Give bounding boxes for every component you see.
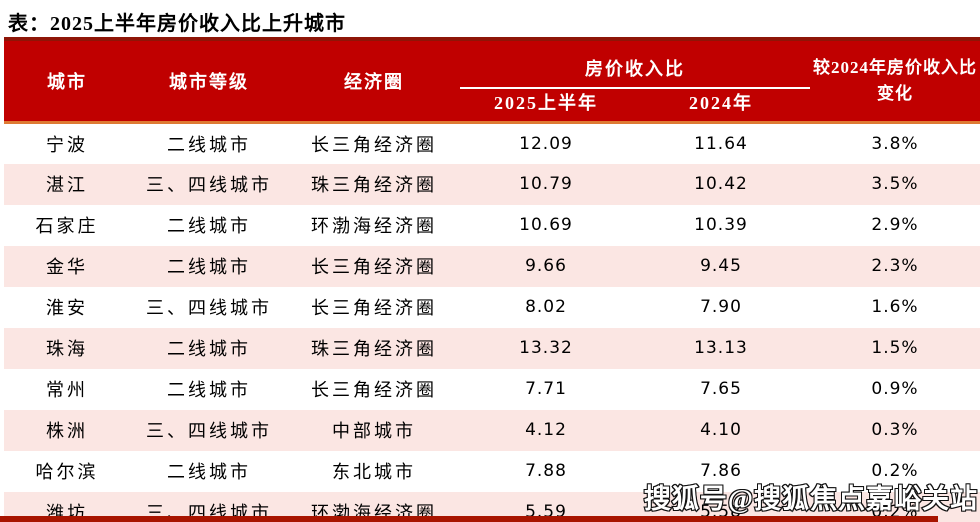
col-header-change: 较2024年房价收入比变化 bbox=[810, 39, 980, 123]
cell-city: 金华 bbox=[4, 245, 130, 287]
cell-city: 淮安 bbox=[4, 286, 130, 328]
cell-ratio-2025h1: 13.32 bbox=[460, 327, 632, 369]
table-row: 湛江 三、四线城市 珠三角经济圈 10.79 10.42 3.5% bbox=[4, 163, 980, 205]
cell-change: 0.2% bbox=[810, 450, 980, 492]
cell-tier: 三、四线城市 bbox=[130, 409, 288, 451]
cell-region: 珠三角经济圈 bbox=[288, 163, 460, 205]
table-body: 宁波 二线城市 长三角经济圈 12.09 11.64 3.8% 湛江 三、四线城… bbox=[4, 122, 980, 522]
cell-city: 珠海 bbox=[4, 327, 130, 369]
cell-city: 哈尔滨 bbox=[4, 450, 130, 492]
cell-city: 湛江 bbox=[4, 163, 130, 205]
cell-ratio-2024: 7.90 bbox=[632, 286, 810, 328]
cell-change: 0.9% bbox=[810, 368, 980, 410]
cell-region: 珠三角经济圈 bbox=[288, 327, 460, 369]
cell-tier: 三、四线城市 bbox=[130, 286, 288, 328]
col-header-2025h1: 2025上半年 bbox=[460, 88, 632, 123]
col-header-region: 经济圈 bbox=[288, 39, 460, 123]
col-header-city: 城市 bbox=[4, 39, 130, 123]
cell-ratio-2025h1: 10.79 bbox=[460, 163, 632, 205]
table-row: 常州 二线城市 长三角经济圈 7.71 7.65 0.9% bbox=[4, 368, 980, 410]
col-header-2024: 2024年 bbox=[632, 88, 810, 123]
cell-tier: 三、四线城市 bbox=[130, 163, 288, 205]
cell-region: 东北城市 bbox=[288, 450, 460, 492]
cell-ratio-2024: 9.45 bbox=[632, 245, 810, 287]
table-title: 表：2025上半年房价收入比上升城市 bbox=[8, 13, 346, 35]
bottom-divider-bar bbox=[0, 516, 938, 522]
cell-ratio-2025h1: 8.02 bbox=[460, 286, 632, 328]
cell-ratio-2024: 7.86 bbox=[632, 450, 810, 492]
cell-region: 环渤海经济圈 bbox=[288, 204, 460, 246]
cell-tier: 二线城市 bbox=[130, 450, 288, 492]
cell-region: 长三角经济圈 bbox=[288, 368, 460, 410]
cell-region: 长三角经济圈 bbox=[288, 245, 460, 287]
cell-ratio-2024: 4.10 bbox=[632, 409, 810, 451]
cell-ratio-2025h1: 7.88 bbox=[460, 450, 632, 492]
cell-ratio-2024: 10.39 bbox=[632, 204, 810, 246]
housing-price-income-table: 城市 城市等级 经济圈 房价收入比 较2024年房价收入比变化 2025上半年 … bbox=[4, 37, 980, 522]
cell-ratio-2025h1: 10.69 bbox=[460, 204, 632, 246]
table-row: 石家庄 二线城市 环渤海经济圈 10.69 10.39 2.9% bbox=[4, 204, 980, 246]
table-row: 株洲 三、四线城市 中部城市 4.12 4.10 0.3% bbox=[4, 409, 980, 451]
cell-ratio-2024: 7.65 bbox=[632, 368, 810, 410]
cell-change: 2.3% bbox=[810, 245, 980, 287]
cell-ratio-2025h1: 12.09 bbox=[460, 122, 632, 164]
cell-ratio-2025h1: 7.71 bbox=[460, 368, 632, 410]
cell-region: 长三角经济圈 bbox=[288, 286, 460, 328]
cell-ratio-2024: 13.13 bbox=[632, 327, 810, 369]
cell-region: 长三角经济圈 bbox=[288, 122, 460, 164]
cell-change: 1.6% bbox=[810, 286, 980, 328]
table-row: 宁波 二线城市 长三角经济圈 12.09 11.64 3.8% bbox=[4, 122, 980, 164]
cell-ratio-2024: 11.64 bbox=[632, 122, 810, 164]
table-row: 淮安 三、四线城市 长三角经济圈 8.02 7.90 1.6% bbox=[4, 286, 980, 328]
table-row: 珠海 二线城市 珠三角经济圈 13.32 13.13 1.5% bbox=[4, 327, 980, 369]
col-header-tier: 城市等级 bbox=[130, 39, 288, 123]
cell-change: 3.8% bbox=[810, 122, 980, 164]
cell-change: 3.5% bbox=[810, 163, 980, 205]
cell-ratio-2024: 10.42 bbox=[632, 163, 810, 205]
cell-region: 中部城市 bbox=[288, 409, 460, 451]
cell-tier: 二线城市 bbox=[130, 368, 288, 410]
sohu-watermark: 搜狐号@搜狐焦点嘉峪关站 bbox=[643, 483, 978, 515]
cell-tier: 二线城市 bbox=[130, 327, 288, 369]
cell-city: 常州 bbox=[4, 368, 130, 410]
cell-ratio-2025h1: 4.12 bbox=[460, 409, 632, 451]
cell-change: 2.9% bbox=[810, 204, 980, 246]
cell-tier: 二线城市 bbox=[130, 245, 288, 287]
cell-change: 0.3% bbox=[810, 409, 980, 451]
cell-change: 1.5% bbox=[810, 327, 980, 369]
table-header: 城市 城市等级 经济圈 房价收入比 较2024年房价收入比变化 2025上半年 … bbox=[4, 39, 980, 123]
cell-city: 宁波 bbox=[4, 122, 130, 164]
col-header-ratio-group: 房价收入比 bbox=[460, 39, 810, 89]
cell-tier: 二线城市 bbox=[130, 204, 288, 246]
cell-city: 株洲 bbox=[4, 409, 130, 451]
cell-ratio-2025h1: 9.66 bbox=[460, 245, 632, 287]
cell-city: 石家庄 bbox=[4, 204, 130, 246]
table-row: 金华 二线城市 长三角经济圈 9.66 9.45 2.3% bbox=[4, 245, 980, 287]
table-row: 哈尔滨 二线城市 东北城市 7.88 7.86 0.2% bbox=[4, 450, 980, 492]
cell-tier: 二线城市 bbox=[130, 122, 288, 164]
